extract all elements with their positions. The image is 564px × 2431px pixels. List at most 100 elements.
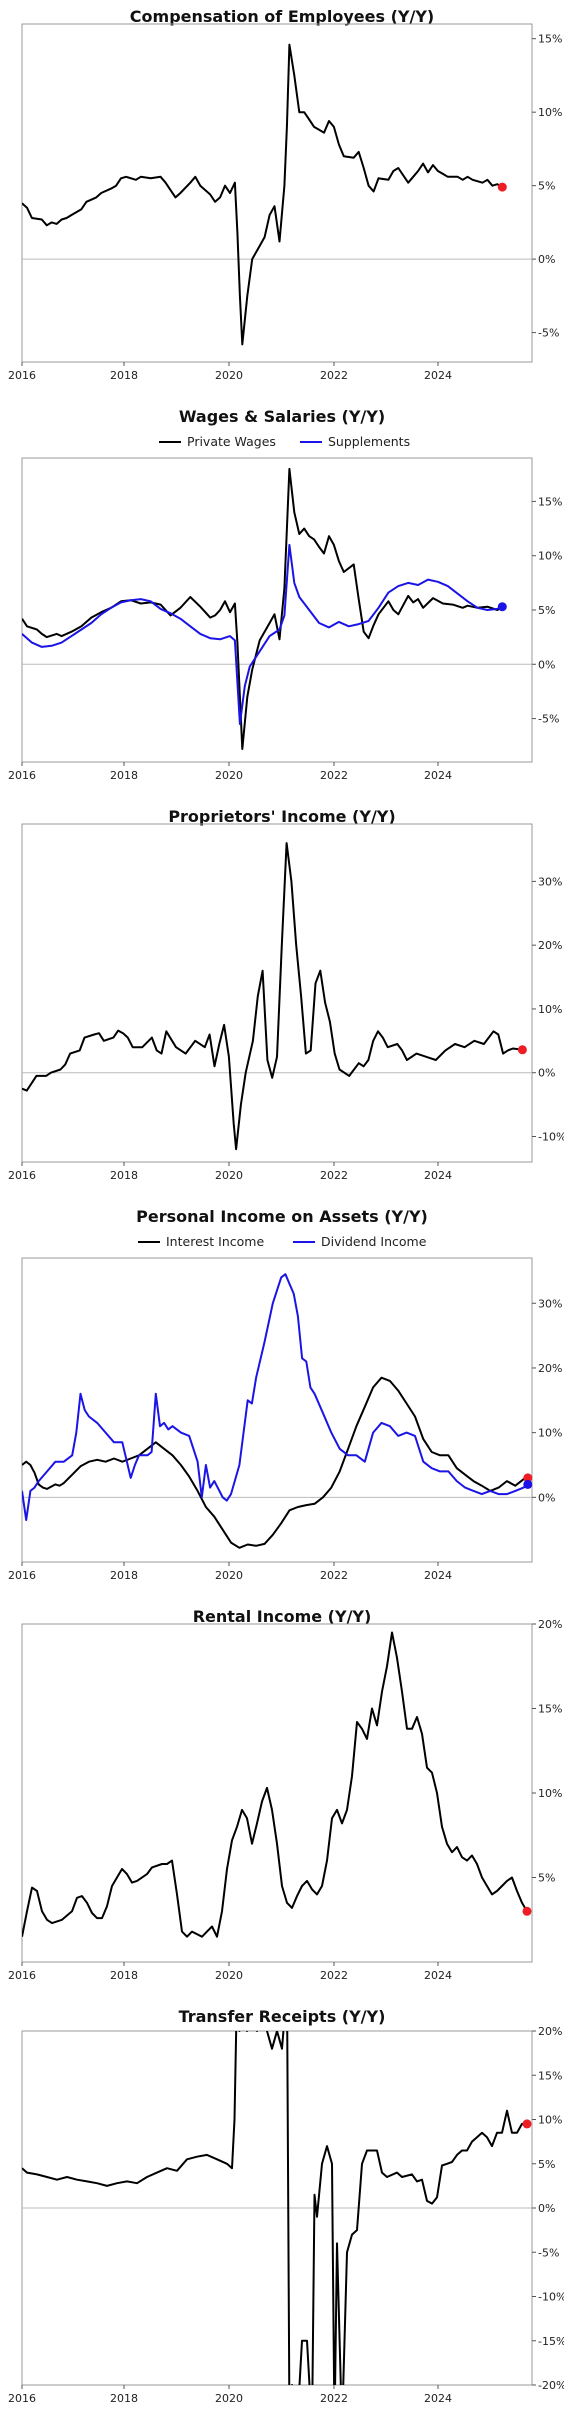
y-tick-label: 20% [538,1362,562,1375]
last-value-marker [522,2119,532,2129]
chart-title: Personal Income on Assets (Y/Y) [136,1207,428,1226]
x-tick-label: 2024 [424,1169,452,1182]
series-line-2 [22,1273,529,1521]
last-value-marker [497,602,507,612]
x-tick-label: 2016 [8,1969,36,1982]
y-tick-label: 0% [538,1067,555,1080]
legend: Interest Income Dividend Income [138,1234,427,1249]
y-tick-label: 20% [538,2025,562,2038]
series-line-1 [22,1631,528,1938]
y-tick-label: 0% [538,658,555,671]
chart-title: Wages & Salaries (Y/Y) [179,407,385,426]
chart-title: Rental Income (Y/Y) [193,1607,372,1626]
y-tick-label: 10% [538,2114,562,2127]
x-tick-label: 2022 [320,1569,348,1582]
legend: Private Wages Supplements [159,434,410,449]
chart-title: Proprietors' Income (Y/Y) [168,807,395,826]
y-tick-label: -10% [538,1130,564,1143]
last-value-marker [523,1479,533,1489]
y-tick-label: 10% [538,550,562,563]
y-tick-label: 0% [538,253,555,266]
y-tick-label: 5% [538,180,555,193]
x-tick-label: 2018 [110,1169,138,1182]
x-tick-label: 2020 [215,2392,243,2405]
x-tick-label: 2018 [110,769,138,782]
y-tick-label: 10% [538,1003,562,1016]
chart-title: Transfer Receipts (Y/Y) [179,2007,386,2026]
series-line-1 [22,467,503,750]
legend-label: Interest Income [166,1234,264,1249]
y-tick-label: 0% [538,1491,555,1504]
y-tick-label: -5% [538,713,559,726]
x-tick-label: 2016 [8,369,36,382]
last-value-marker [497,182,507,192]
series-line-1 [22,842,523,1151]
legend-label: Supplements [328,434,410,449]
x-tick-label: 2020 [215,769,243,782]
last-value-marker [522,1906,532,1916]
x-tick-label: 2018 [110,369,138,382]
plot-frame [21,457,533,763]
x-tick-label: 2020 [215,369,243,382]
last-value-marker [523,1473,533,1483]
y-tick-label: 10% [538,1427,562,1440]
y-tick-label: -10% [538,2291,564,2304]
legend-label: Private Wages [187,434,276,449]
x-tick-label: 2024 [424,769,452,782]
y-tick-label: -5% [538,2246,559,2259]
x-tick-label: 2024 [424,2392,452,2405]
series-line-1 [22,43,503,346]
chart-title: Compensation of Employees (Y/Y) [130,7,434,26]
plot-frame [21,823,533,1163]
chart-panel-2: Wages & Salaries (Y/Y) Private Wages Suppl… [8,407,562,782]
x-tick-label: 2024 [424,1969,452,1982]
last-value-marker [517,1045,527,1055]
x-tick-label: 2022 [320,1969,348,1982]
chart-panel-1: Compensation of Employees (Y/Y) 15% 10% 5% 0… [8,7,562,382]
y-tick-label: 5% [538,2158,555,2171]
chart-panel-3: Proprietors' Income (Y/Y) 30% 20% 10% 0% -10%… [8,807,564,1182]
plot-frame [21,1257,533,1563]
chart-panel-5: Rental Income (Y/Y) 20% 15% 10% 5% 2016 2018 20… [8,1607,562,1982]
x-tick-label: 2020 [215,1969,243,1982]
plot-frame [21,1623,533,1963]
x-tick-label: 2022 [320,1169,348,1182]
x-tick-label: 2016 [8,2392,36,2405]
y-tick-label: 5% [538,1872,555,1885]
x-tick-label: 2018 [110,1969,138,1982]
y-tick-label: -5% [538,327,559,340]
y-tick-label: 20% [538,1618,562,1631]
x-tick-label: 2016 [8,769,36,782]
x-tick-label: 2020 [215,1169,243,1182]
chart-panel-6: Transfer Receipts (Y/Y) 20% 15% 10% 5% 0% -5% -… [8,2007,564,2405]
y-tick-label: 10% [538,1787,562,1800]
x-tick-label: 2020 [215,1569,243,1582]
series-line-2 [22,543,503,725]
x-tick-label: 2016 [8,1569,36,1582]
y-tick-label: 15% [538,33,562,46]
x-tick-label: 2016 [8,1169,36,1182]
x-tick-label: 2024 [424,1569,452,1582]
series-line-1 [22,2031,527,2385]
y-tick-label: 15% [538,1703,562,1716]
x-tick-label: 2022 [320,769,348,782]
y-tick-label: 0% [538,2202,555,2215]
y-tick-label: 5% [538,604,555,617]
y-tick-label: -20% [538,2379,564,2392]
x-tick-label: 2018 [110,1569,138,1582]
chart-panel-4: Personal Income on Assets (Y/Y) Interest … [8,1207,562,1582]
y-tick-label: 10% [538,106,562,119]
y-tick-label: 15% [538,495,562,508]
x-tick-label: 2018 [110,2392,138,2405]
y-tick-label: 15% [538,2069,562,2082]
plot-frame [21,23,533,363]
x-tick-label: 2022 [320,2392,348,2405]
y-tick-label: 30% [538,1297,562,1310]
x-tick-label: 2024 [424,369,452,382]
x-tick-label: 2022 [320,369,348,382]
series-line-1 [22,1376,529,1549]
y-tick-label: 30% [538,875,562,888]
y-tick-label: -15% [538,2335,564,2348]
legend-label: Dividend Income [321,1234,427,1249]
